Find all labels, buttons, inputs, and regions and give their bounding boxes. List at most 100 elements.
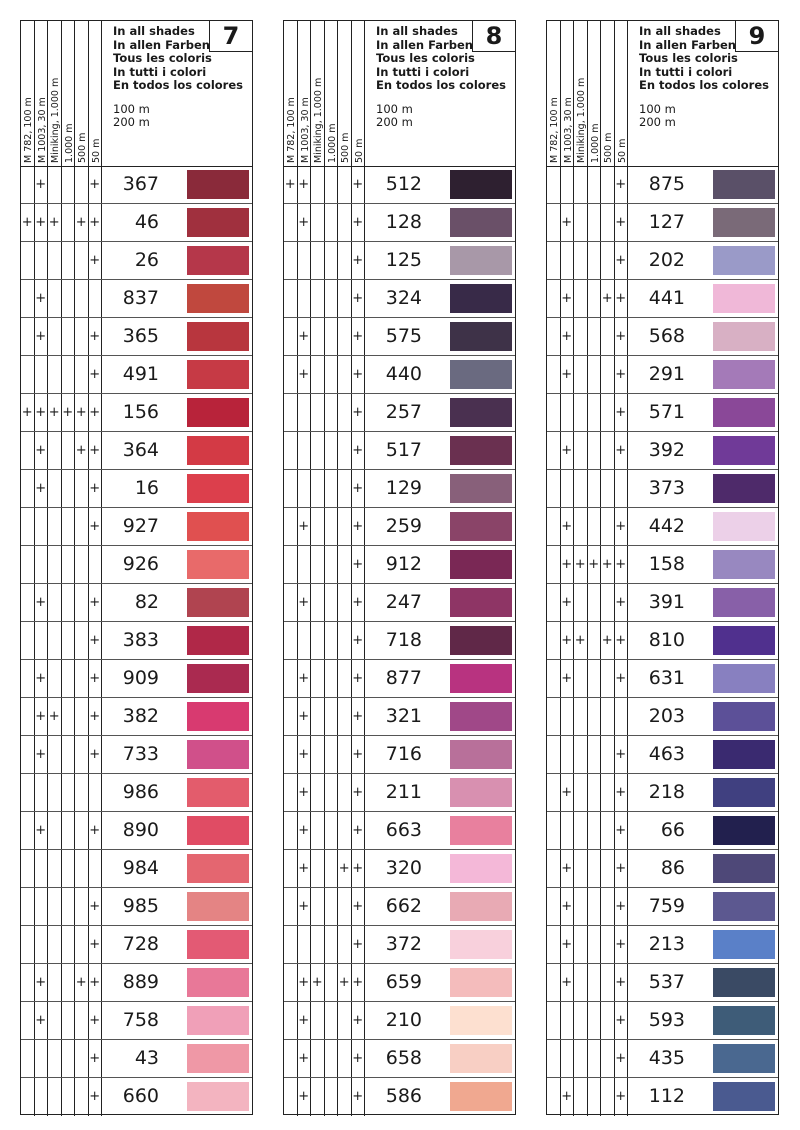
- availability-cell: +: [298, 356, 311, 393]
- availability-cell: +: [352, 926, 365, 963]
- availability-cell: +: [561, 622, 574, 659]
- availability-cell: [298, 394, 311, 431]
- table-row: 926: [21, 546, 252, 584]
- availability-cell: [325, 242, 338, 279]
- table-row: +129: [284, 470, 515, 508]
- availability-cell: [601, 926, 615, 963]
- availability-cell: [35, 888, 48, 925]
- color-swatch: [187, 892, 249, 921]
- availability-cell: [75, 774, 89, 811]
- color-swatch: [713, 1044, 775, 1073]
- availability-cell: +: [615, 356, 628, 393]
- availability-cell: [75, 1002, 89, 1039]
- availability-cell: +: [561, 584, 574, 621]
- availability-cell: [615, 698, 628, 735]
- color-swatch: [187, 816, 249, 845]
- availability-cell: [311, 622, 325, 659]
- color-number: 372: [385, 933, 422, 955]
- availability-cell: +: [352, 470, 365, 507]
- color-swatch: [450, 360, 512, 389]
- color-swatch: [713, 1006, 775, 1035]
- table-row: + +213: [547, 926, 778, 964]
- color-swatch: [450, 1082, 512, 1111]
- availability-cell: +: [352, 584, 365, 621]
- availability-cell: [62, 660, 75, 697]
- availability-cell: [48, 470, 62, 507]
- column-label: M 1003, 30 m: [562, 96, 574, 163]
- color-swatch: [187, 740, 249, 769]
- availability-cell: [547, 394, 561, 431]
- availability-cell: [75, 1078, 89, 1116]
- availability-cell: [574, 1040, 588, 1077]
- availability-cell: [48, 356, 62, 393]
- availability-cell: [547, 1040, 561, 1077]
- availability-cell: [338, 698, 352, 735]
- color-swatch: [713, 284, 775, 313]
- availability-cell: +: [298, 812, 311, 849]
- availability-cell: [311, 432, 325, 469]
- availability-cell: +: [615, 660, 628, 697]
- availability-cell: +: [89, 204, 102, 241]
- availability-cell: [284, 280, 298, 317]
- table-row: + +733: [21, 736, 252, 774]
- availability-cell: +: [89, 356, 102, 393]
- availability-cell: [21, 964, 35, 1001]
- availability-cell: [574, 850, 588, 887]
- availability-cell: [62, 812, 75, 849]
- availability-cell: [62, 280, 75, 317]
- availability-cell: [62, 888, 75, 925]
- table-row: + +877: [284, 660, 515, 698]
- color-swatch: [450, 474, 512, 503]
- color-number: 203: [648, 705, 685, 727]
- meter-line: 100 m: [376, 102, 413, 116]
- color-number: 66: [660, 819, 685, 841]
- availability-cell: [62, 736, 75, 773]
- table-row: + +440: [284, 356, 515, 394]
- availability-cell: [338, 1078, 352, 1116]
- availability-cell: [48, 774, 62, 811]
- availability-cell: +: [615, 204, 628, 241]
- shade-line: In allen Farben: [113, 37, 210, 52]
- group-number: 7: [209, 21, 252, 52]
- header-column: 50 m: [615, 21, 628, 166]
- availability-cell: [588, 280, 601, 317]
- availability-cell: +: [35, 584, 48, 621]
- availability-cell: +: [352, 318, 365, 355]
- availability-cell: [62, 546, 75, 583]
- availability-cell: [21, 888, 35, 925]
- color-swatch: [187, 398, 249, 427]
- availability-cell: +: [75, 394, 89, 431]
- availability-cell: [588, 888, 601, 925]
- table-row: +324: [284, 280, 515, 318]
- availability-cell: +: [561, 432, 574, 469]
- availability-cell: [62, 1002, 75, 1039]
- color-swatch: [187, 702, 249, 731]
- color-number: 156: [122, 401, 159, 423]
- availability-cell: [588, 1002, 601, 1039]
- availability-cell: [284, 1040, 298, 1077]
- availability-cell: +: [601, 280, 615, 317]
- table-row: + +391: [547, 584, 778, 622]
- color-number: 383: [122, 629, 159, 651]
- availability-cell: +: [62, 394, 75, 431]
- availability-cell: +: [89, 1078, 102, 1116]
- availability-cell: [601, 166, 615, 203]
- color-swatch: [450, 816, 512, 845]
- table-row: +660: [21, 1078, 252, 1116]
- shade-text: In all shades In allen Farben Tous les col…: [376, 24, 506, 93]
- availability-cell: [21, 356, 35, 393]
- color-swatch: [187, 626, 249, 655]
- color-swatch: [187, 778, 249, 807]
- availability-cell: [325, 546, 338, 583]
- availability-cell: +: [615, 888, 628, 925]
- availability-cell: [561, 242, 574, 279]
- availability-cell: [21, 546, 35, 583]
- availability-cell: +: [48, 204, 62, 241]
- availability-cell: [588, 394, 601, 431]
- color-swatch: [713, 436, 775, 465]
- table-row: +593: [547, 1002, 778, 1040]
- availability-cell: [547, 546, 561, 583]
- color-swatch: [450, 208, 512, 237]
- availability-cell: +: [89, 812, 102, 849]
- availability-cell: [588, 432, 601, 469]
